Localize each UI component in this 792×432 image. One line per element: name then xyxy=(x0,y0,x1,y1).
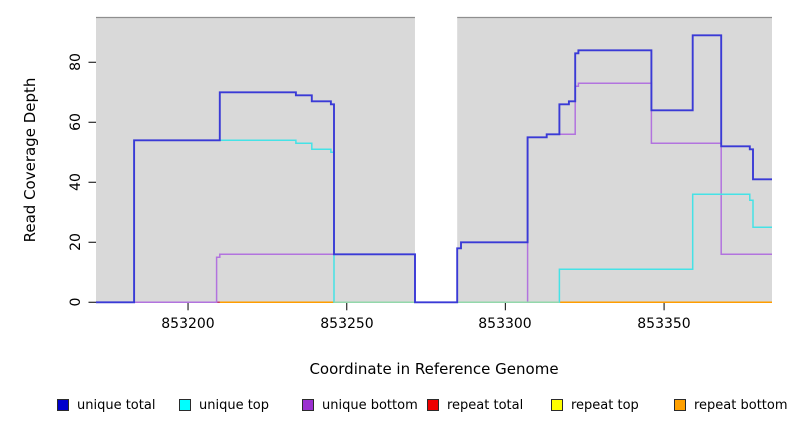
legend-item-unique-total: unique total xyxy=(57,397,155,413)
legend-item-repeat-top: repeat top xyxy=(551,397,639,413)
legend-label: repeat total xyxy=(447,397,524,413)
x-tick-label: 853250 xyxy=(320,316,374,332)
legend-label: unique bottom xyxy=(322,397,418,413)
legend-swatch-repeat-total xyxy=(427,399,439,411)
legend-swatch-unique-total xyxy=(57,399,69,411)
x-axis-title: Coordinate in Reference Genome xyxy=(309,360,559,378)
legend-item-unique-top: unique top xyxy=(179,397,269,413)
y-tick-label: 60 xyxy=(68,113,84,131)
legend-item-unique-bottom: unique bottom xyxy=(302,397,418,413)
x-tick-label: 853350 xyxy=(637,316,691,332)
x-tick-label: 853200 xyxy=(161,316,215,332)
y-axis-title: Read Coverage Depth xyxy=(21,77,39,243)
legend-label: repeat top xyxy=(571,397,639,413)
legend-swatch-unique-bottom xyxy=(302,399,314,411)
legend-label: repeat bottom xyxy=(694,397,788,413)
legend-item-repeat-total: repeat total xyxy=(427,397,523,413)
y-tick-label: 0 xyxy=(68,297,84,307)
x-tick-label: 853300 xyxy=(478,316,532,332)
y-tick-label: 20 xyxy=(68,233,84,251)
y-tick-label: 40 xyxy=(68,173,84,191)
legend-item-repeat-bottom: repeat bottom xyxy=(674,397,788,413)
legend-label: unique top xyxy=(199,397,270,413)
y-tick-label: 80 xyxy=(68,53,84,71)
legend-label: unique total xyxy=(77,397,156,413)
legend-swatch-repeat-bottom xyxy=(674,399,686,411)
legend-swatch-unique-top xyxy=(179,399,191,411)
legend-swatch-repeat-top xyxy=(551,399,563,411)
